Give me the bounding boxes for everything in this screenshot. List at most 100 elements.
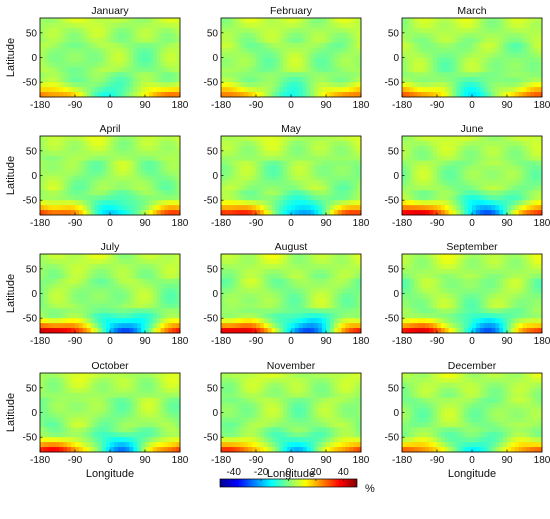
heatmap-cell [487,47,492,53]
heatmap-cell [337,87,342,93]
heatmap-cell [318,150,323,157]
heatmap-cell [409,92,415,98]
heatmap-cell [125,160,130,166]
heatmap-cell [98,318,103,324]
x-tick-label: 180 [534,218,550,229]
heatmap-cell [341,195,346,201]
heatmap-cell [526,22,531,29]
heatmap-cell [468,67,473,73]
heatmap-cell [298,288,304,294]
heatmap-cell [310,200,315,206]
heatmap-cell [468,170,473,176]
heatmap-cell [417,140,422,147]
heatmap-cell [78,323,84,329]
heatmap-cell [522,136,527,142]
heatmap-cell [322,47,327,53]
heatmap-cell [129,278,134,284]
heatmap-cell [538,268,543,275]
heatmap-cell [168,323,173,329]
heatmap-cell [263,288,269,294]
heatmap-cell [248,323,253,329]
heatmap-cell [495,170,500,176]
heatmap-cell [259,82,265,88]
heatmap-cell [267,195,272,201]
heatmap-cell [125,42,130,48]
heatmap-cell [318,72,323,78]
heatmap-cell [322,313,327,319]
heatmap-cell [90,293,95,299]
heatmap-cell [275,165,280,171]
heatmap-cell [168,175,173,181]
heatmap-cell [425,22,430,29]
heatmap-cell [244,298,249,304]
heatmap-cell [145,313,150,319]
heatmap-cell [302,258,307,265]
heatmap-cell [526,57,531,63]
heatmap-cell [63,92,68,98]
heatmap-cell [341,318,346,324]
heatmap-cell [479,155,485,162]
heatmap-cell [40,22,45,29]
heatmap-cell [259,190,265,196]
heatmap-cell [357,77,362,83]
heatmap-cell [164,200,169,206]
heatmap-cell [518,92,523,98]
heatmap-cell [63,150,68,157]
heatmap-cell [302,318,307,324]
heatmap-cell [287,136,292,142]
heatmap-cell [291,254,296,260]
heatmap-cell [228,165,234,171]
heatmap-cell [148,155,154,162]
heatmap-cell [152,200,158,206]
heatmap-cell [460,62,465,68]
heatmap-cell [141,52,146,58]
heatmap-cell [302,288,307,294]
heatmap-cell [440,87,446,93]
heatmap-cell [345,298,350,304]
heatmap-cell [444,268,450,275]
heatmap-cell [475,67,481,73]
heatmap-cell [337,190,342,196]
heatmap-cell [433,263,438,270]
heatmap-cell [125,175,130,181]
heatmap-cell [102,180,107,186]
heatmap-cell [168,92,173,98]
heatmap-cell [244,72,249,78]
heatmap-cell [168,268,173,275]
heatmap-cell [113,57,119,63]
heatmap-cell [90,254,95,260]
heatmap-cell [43,175,49,181]
heatmap-cell [129,67,134,73]
heatmap-cell [440,67,446,73]
heatmap-cell [468,268,473,275]
heatmap-cell [121,185,126,191]
heatmap-cell [90,313,95,319]
heatmap-cell [259,254,265,260]
heatmap-cell [263,323,269,329]
heatmap-cell [341,328,346,334]
heatmap-cell [43,77,49,83]
heatmap-cell [156,32,161,39]
heatmap-cell [263,42,269,48]
heatmap-cell [314,210,319,216]
heatmap-cell [345,185,350,191]
heatmap-cell [256,210,261,216]
heatmap-cell [503,67,508,73]
heatmap-cell [345,303,350,309]
heatmap-cell [491,145,496,152]
heatmap-cell [133,254,138,260]
heatmap-cell [448,180,453,186]
heatmap-cell [306,155,311,162]
heatmap-cell [437,37,442,44]
heatmap-cell [67,288,72,294]
heatmap-cell [224,92,230,98]
heatmap-cell [456,263,461,270]
heatmap-cell [503,18,508,24]
heatmap-cell [102,283,107,289]
heatmap-cell [538,195,543,201]
heatmap-cell [283,140,288,147]
heatmap-cell [405,42,411,48]
heatmap-cell [172,205,177,211]
heatmap-cell [534,18,539,24]
heatmap-cell [326,18,331,24]
